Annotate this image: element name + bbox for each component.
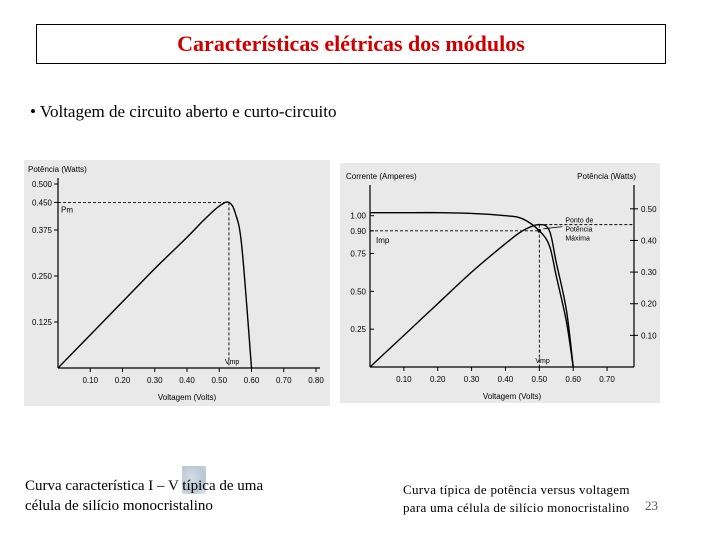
right-y-axis-label: Potência (Watts) <box>577 172 636 181</box>
left-y-tick-label: 0.75 <box>350 250 366 259</box>
pm-label-line: Ponto de <box>565 218 593 225</box>
scan-background <box>24 160 330 406</box>
right-y-tick-label: 0.40 <box>641 236 657 245</box>
y-tick-label: 0.450 <box>32 198 53 207</box>
current-power-voltage-chart-svg: 0.25 0.50 0.75 0.90 1.00 0.10 0.20 0.30 0.40 0.50… <box>340 163 660 403</box>
right-y-tick-label: 0.50 <box>641 205 657 214</box>
pm-label: Pm <box>61 205 73 214</box>
x-tick-label: 0.70 <box>276 376 292 385</box>
left-y-axis-label: Corrente (Amperes) <box>346 172 417 181</box>
caption-left-line2: célula de silício monocristalino <box>25 498 213 514</box>
x-axis-label: Voltagem (Volts) <box>158 393 217 402</box>
caption-left-line1: Curva característica I – V típica de uma <box>25 478 264 494</box>
bullet-text: • Voltagem de circuito aberto e curto-ci… <box>30 102 337 121</box>
power-voltage-chart: 0.125 0.250 0.375 0.450 0.500 0.10 0.20 0.30 0.4… <box>24 160 330 411</box>
max-power-point-marker <box>537 229 542 233</box>
x-tick-label: 0.80 <box>308 376 324 385</box>
caption-right-line2: para uma célula de silício monocristalin… <box>403 500 630 515</box>
y-tick-label: 0.250 <box>32 272 53 281</box>
x-tick-label: 0.20 <box>115 376 131 385</box>
caption-right-line1: Curva típica de potência versus voltagem <box>403 482 630 497</box>
caption-left: Curva característica I – V típica de uma… <box>25 476 325 516</box>
right-y-tick-label: 0.30 <box>641 268 657 277</box>
imp-label: Imp <box>376 236 390 245</box>
left-y-tick-label: 1.00 <box>350 212 366 221</box>
slide-number: 23 <box>645 498 658 513</box>
pm-callout-line <box>543 226 563 230</box>
vmp-label: Vmp <box>225 359 240 366</box>
scan-artifact <box>182 466 206 494</box>
caption-right: Curva típica de potência versus voltagem… <box>403 481 693 517</box>
scan-background <box>340 163 660 403</box>
left-y-tick-label: 0.50 <box>350 287 366 296</box>
left-y-tick-label: 0.90 <box>350 227 366 236</box>
slide-title: Características elétricas dos módulos <box>177 31 525 56</box>
x-tick-label: 0.60 <box>244 376 260 385</box>
x-tick-label: 0.60 <box>565 375 581 384</box>
right-y-tick-label: 0.10 <box>641 331 657 340</box>
x-tick-label: 0.10 <box>396 375 412 384</box>
x-tick-label: 0.70 <box>599 375 615 384</box>
current-curve <box>369 211 574 368</box>
x-axis-label: Voltagem (Volts) <box>483 392 542 401</box>
y-tick-label: 0.375 <box>32 226 53 235</box>
pm-label-line: Máxima <box>565 236 590 243</box>
x-tick-label: 0.50 <box>211 376 227 385</box>
x-tick-label: 0.30 <box>147 376 163 385</box>
power-voltage-chart-svg: 0.125 0.250 0.375 0.450 0.500 0.10 0.20 0.30 0.4… <box>24 160 330 406</box>
right-y-tick-label: 0.20 <box>641 300 657 309</box>
x-tick-label: 0.40 <box>498 375 514 384</box>
x-tick-label: 0.50 <box>532 375 548 384</box>
x-tick-label: 0.30 <box>464 375 480 384</box>
x-tick-label: 0.20 <box>430 375 446 384</box>
current-power-voltage-chart: 0.25 0.50 0.75 0.90 1.00 0.10 0.20 0.30 0.40 0.50… <box>340 163 660 408</box>
title-box: Características elétricas dos módulos <box>36 24 666 64</box>
power-curve <box>57 201 253 369</box>
left-y-tick-label: 0.25 <box>350 325 366 334</box>
y-axis-label: Potência (Watts) <box>28 165 87 174</box>
pm-label-line: Potência <box>565 227 592 234</box>
x-tick-label: 0.10 <box>82 376 98 385</box>
y-tick-label: 0.125 <box>32 318 53 327</box>
x-tick-label: 0.40 <box>179 376 195 385</box>
vmp-label: Vmp <box>535 358 550 365</box>
y-tick-label: 0.500 <box>32 180 53 189</box>
